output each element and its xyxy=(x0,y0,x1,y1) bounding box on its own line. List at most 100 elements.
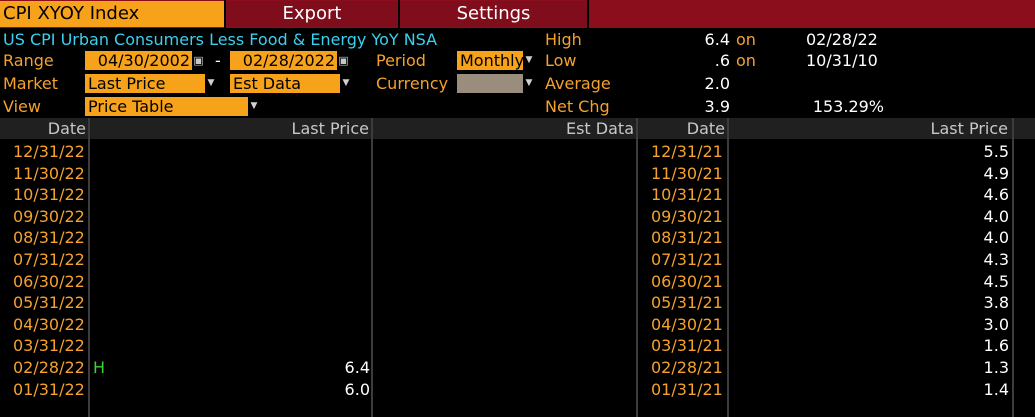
low-label: Low xyxy=(545,51,577,70)
high-date: 02/28/22 xyxy=(806,30,878,49)
row-last-price: 5.5 xyxy=(983,142,1009,161)
row-date: 12/31/22 xyxy=(13,142,85,161)
high-flag: H xyxy=(93,358,106,377)
average-value: 2.0 xyxy=(704,74,730,93)
row-last-price: 4.3 xyxy=(983,250,1009,269)
row-date: 09/30/22 xyxy=(13,206,85,226)
row-last-price: 4.0 xyxy=(983,228,1009,248)
row-date: 12/31/21 xyxy=(651,142,723,161)
high-value: 6.4 xyxy=(704,30,730,49)
chevron-down-icon[interactable]: ▼ xyxy=(340,74,352,93)
period-label: Period xyxy=(376,51,426,70)
calendar-icon[interactable]: ▣ xyxy=(338,51,349,70)
row-date: 03/31/22 xyxy=(13,336,85,356)
row-date: 03/31/21 xyxy=(651,336,723,356)
row-date: 10/31/21 xyxy=(651,185,723,205)
row-last-price xyxy=(290,184,370,205)
high-label: High xyxy=(545,30,582,49)
row-date: 08/31/22 xyxy=(13,228,85,248)
row-last-price: 1.3 xyxy=(983,358,1009,377)
toolbar-divider xyxy=(224,0,226,28)
column-divider xyxy=(371,118,373,417)
row-last-price: 6.0 xyxy=(344,379,370,399)
net-change-value: 3.9 xyxy=(704,97,730,116)
column-divider xyxy=(727,118,729,417)
net-change-label: Net Chg xyxy=(545,97,610,116)
row-date: 01/31/22 xyxy=(13,379,85,399)
column-divider xyxy=(1012,118,1014,417)
column-header-last-price[interactable]: Last Price xyxy=(291,119,369,138)
row-last-price xyxy=(290,249,370,270)
chevron-down-icon[interactable]: ▼ xyxy=(248,97,260,116)
row-date: 11/30/21 xyxy=(651,163,723,183)
low-value: .6 xyxy=(714,51,730,70)
row-date: 01/31/21 xyxy=(651,379,723,399)
chevron-down-icon[interactable]: ▼ xyxy=(523,51,535,70)
row-last-price: 4.5 xyxy=(983,271,1009,291)
ticker-field[interactable]: CPI XYOY Index xyxy=(0,1,224,27)
row-date: 06/30/22 xyxy=(13,271,85,291)
range-dash: - xyxy=(215,51,221,70)
chevron-down-icon[interactable]: ▼ xyxy=(205,74,217,93)
row-last-price xyxy=(290,163,370,184)
column-divider xyxy=(88,118,90,417)
scrollbar[interactable] xyxy=(1018,139,1035,417)
row-last-price: 6.4 xyxy=(344,358,370,377)
row-date: 11/30/22 xyxy=(13,163,85,183)
table-header xyxy=(0,118,1035,139)
settings-button[interactable]: Settings xyxy=(400,1,587,27)
low-date: 10/31/10 xyxy=(806,51,878,70)
security-description: US CPI Urban Consumers Less Food & Energ… xyxy=(3,30,438,49)
row-date: 07/31/21 xyxy=(651,250,723,269)
average-label: Average xyxy=(545,74,611,93)
range-start-input[interactable]: 04/30/2002 xyxy=(85,51,192,70)
row-last-price xyxy=(290,292,370,313)
row-last-price xyxy=(290,141,370,162)
row-last-price: 3.8 xyxy=(983,293,1009,313)
row-date: 02/28/21 xyxy=(651,358,723,377)
row-date: 04/30/21 xyxy=(651,314,723,334)
toolbar-divider xyxy=(587,0,589,28)
currency-select[interactable] xyxy=(457,74,523,93)
currency-label: Currency xyxy=(376,74,449,93)
column-header-date[interactable]: Date xyxy=(47,119,86,138)
row-last-price xyxy=(290,206,370,227)
row-last-price xyxy=(290,227,370,248)
market-select[interactable]: Last Price xyxy=(85,74,205,93)
row-date: 10/31/22 xyxy=(13,185,85,205)
row-last-price xyxy=(290,335,370,356)
column-header-est-data[interactable]: Est Data xyxy=(565,119,634,138)
view-select[interactable]: Price Table xyxy=(85,97,248,116)
range-end-input[interactable]: 02/28/2022 xyxy=(230,51,337,70)
calendar-icon[interactable]: ▣ xyxy=(193,51,204,70)
row-last-price: 1.4 xyxy=(983,379,1009,399)
row-last-price: 1.6 xyxy=(983,336,1009,356)
column-header-last-price-2[interactable]: Last Price xyxy=(930,119,1008,138)
row-date: 05/31/22 xyxy=(13,293,85,313)
high-on: on xyxy=(736,30,756,49)
row-last-price xyxy=(290,314,370,335)
column-divider xyxy=(636,118,638,417)
view-label: View xyxy=(3,97,41,116)
row-last-price: 4.9 xyxy=(983,163,1009,183)
row-last-price: 3.0 xyxy=(983,314,1009,334)
export-button[interactable]: Export xyxy=(226,1,398,27)
period-select[interactable]: Monthly xyxy=(457,51,524,70)
net-change-percent: 153.29% xyxy=(812,97,884,116)
row-date: 09/30/21 xyxy=(651,206,723,226)
row-date: 04/30/22 xyxy=(13,314,85,334)
row-date: 06/30/21 xyxy=(651,271,723,291)
row-date: 08/31/21 xyxy=(651,228,723,248)
row-date: 02/28/22 xyxy=(13,358,85,377)
chevron-down-icon[interactable]: ▼ xyxy=(523,74,535,93)
row-last-price: 4.6 xyxy=(983,185,1009,205)
row-last-price xyxy=(290,271,370,292)
market-label: Market xyxy=(3,74,58,93)
low-on: on xyxy=(736,51,756,70)
row-date: 05/31/21 xyxy=(651,293,723,313)
toolbar-divider xyxy=(398,0,400,28)
row-date: 07/31/22 xyxy=(13,250,85,269)
row-last-price: 4.0 xyxy=(983,206,1009,226)
column-header-date-2[interactable]: Date xyxy=(686,119,725,138)
market2-select[interactable]: Est Data xyxy=(230,74,340,93)
